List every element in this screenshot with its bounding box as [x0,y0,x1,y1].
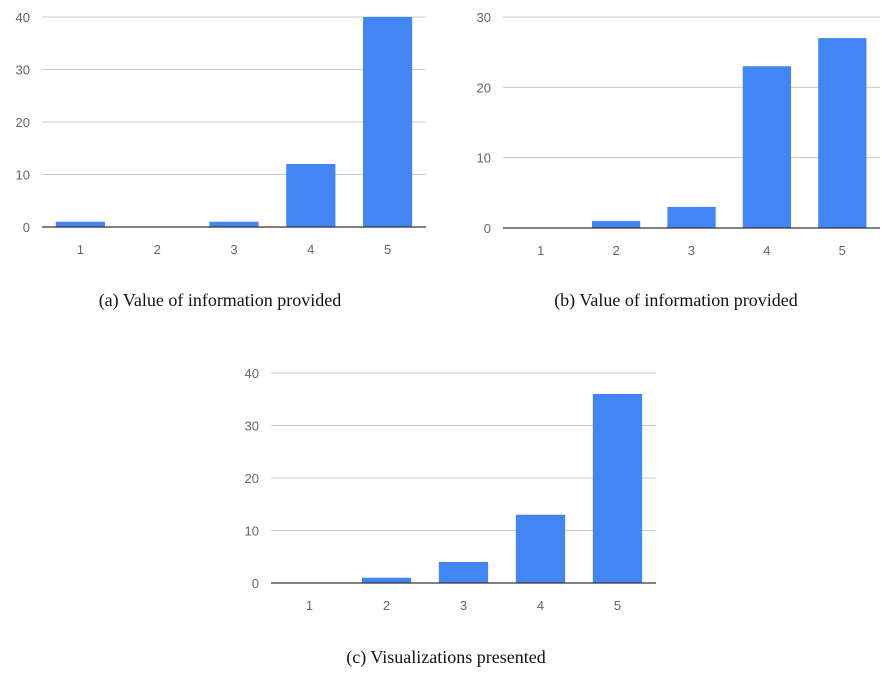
chart-c-xtick-2: 2 [383,598,390,613]
chart-b-bar-5 [818,38,867,228]
chart-c-bar-4 [515,514,566,583]
chart-c-caption: (c) Visualizations presented [346,647,546,668]
chart-c-ytick-40: 40 [245,366,259,381]
chart-b-ytick-0: 0 [484,221,491,236]
chart-b-xtick-3: 3 [688,243,695,258]
chart-a-ytick-20: 20 [16,115,30,130]
chart-c-ytick-20: 20 [245,471,259,486]
chart-a-xtick-2: 2 [154,242,161,257]
chart-c-ytick-0: 0 [252,576,259,591]
chart-a-ytick-10: 10 [16,168,30,183]
chart-c-bar-5 [592,394,643,583]
chart-c: 0 10 20 30 40 1 2 3 4 5 (c) Visualizations present… [245,366,656,668]
chart-a-xtick-1: 1 [77,242,84,257]
chart-a-xtick-5: 5 [384,242,391,257]
chart-c-xtick-4: 4 [537,598,544,613]
chart-b-bar-2 [591,220,641,228]
chart-a-ytick-40: 40 [16,10,30,25]
chart-b-bar-4 [742,66,792,228]
chart-a-xtick-3: 3 [230,242,237,257]
chart-b-caption: (b) Value of information provided [554,290,798,311]
chart-b-xtick-1: 1 [537,243,544,258]
chart-c-xtick-3: 3 [460,598,467,613]
chart-a-bar-4 [286,164,336,227]
chart-a-bar-1 [55,221,105,227]
chart-b: 0 10 20 30 1 2 3 4 5 (b) Value of information pro… [477,10,880,311]
chart-b-xtick-2: 2 [612,243,619,258]
chart-c-bar-3 [438,562,489,583]
chart-c-ytick-30: 30 [245,419,259,434]
chart-b-xtick-4: 4 [763,243,770,258]
chart-a-xtick-4: 4 [307,242,314,257]
chart-c-xtick-5: 5 [614,598,621,613]
chart-b-ytick-10: 10 [477,151,491,166]
chart-b-xtick-5: 5 [839,243,846,258]
chart-b-ytick-20: 20 [477,80,491,95]
chart-c-bar-2 [361,577,412,583]
chart-a-ytick-30: 30 [16,63,30,78]
chart-a-bar-3 [209,221,259,227]
chart-b-bar-3 [667,206,716,228]
chart-a: 0 10 20 30 40 1 2 3 4 5 (a) Value of information p… [16,10,426,311]
chart-b-ytick-30: 30 [477,10,491,25]
chart-c-ytick-10: 10 [245,524,259,539]
chart-a-ytick-0: 0 [23,220,30,235]
chart-c-xtick-1: 1 [306,598,313,613]
chart-a-caption: (a) Value of information provided [99,290,342,311]
chart-a-bar-5 [363,17,413,227]
